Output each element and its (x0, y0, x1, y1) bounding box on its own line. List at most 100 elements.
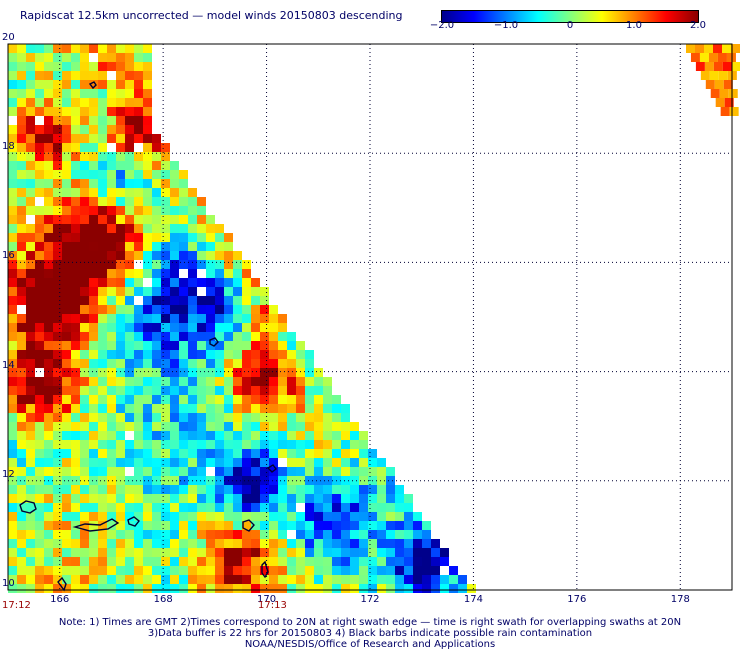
data-cell (62, 404, 71, 413)
data-cell (170, 179, 179, 188)
data-cell (89, 161, 98, 170)
data-cell (17, 458, 26, 467)
data-cell (62, 89, 71, 98)
data-cell (278, 332, 287, 341)
data-cell (260, 287, 269, 296)
data-cell (197, 224, 206, 233)
data-cell (224, 269, 233, 278)
data-cell (260, 503, 269, 512)
data-cell (17, 89, 26, 98)
data-cell (116, 44, 125, 53)
data-cell (170, 584, 179, 593)
data-cell (26, 584, 35, 593)
data-cell (17, 332, 26, 341)
data-cell (260, 566, 269, 575)
data-cell (89, 404, 98, 413)
data-cell (53, 152, 62, 161)
data-cell (224, 575, 233, 584)
data-cell (62, 197, 71, 206)
data-cell (377, 503, 386, 512)
data-cell (89, 233, 98, 242)
data-cell (260, 467, 269, 476)
data-cell (107, 449, 116, 458)
colorbar-tick: −2.0 (429, 20, 455, 31)
data-cell (152, 179, 161, 188)
data-cell (323, 557, 332, 566)
data-cell (722, 62, 732, 71)
data-cell (188, 188, 197, 197)
data-cell (224, 584, 233, 593)
data-cell (17, 179, 26, 188)
data-cell (449, 566, 458, 575)
data-cell (62, 251, 71, 260)
data-cell (98, 341, 107, 350)
data-cell (107, 296, 116, 305)
data-cell (53, 206, 62, 215)
data-cell (89, 530, 98, 539)
data-cell (332, 539, 341, 548)
data-cell (341, 521, 350, 530)
data-cell (98, 62, 107, 71)
data-cell (53, 215, 62, 224)
data-cell (161, 197, 170, 206)
data-cell (377, 485, 386, 494)
data-cell (107, 89, 116, 98)
data-cell (125, 53, 134, 62)
data-cell (269, 521, 278, 530)
data-cell (161, 188, 170, 197)
data-cell (296, 386, 305, 395)
data-cell (80, 296, 89, 305)
data-cell (71, 125, 80, 134)
data-cell (107, 413, 116, 422)
data-cell (278, 440, 287, 449)
data-cell (98, 152, 107, 161)
data-cell (17, 413, 26, 422)
data-cell (170, 224, 179, 233)
data-cell (206, 332, 215, 341)
data-cell (215, 467, 224, 476)
data-cell (8, 224, 17, 233)
data-cell (53, 116, 62, 125)
data-cell (278, 512, 287, 521)
data-cell (17, 242, 26, 251)
data-cell (233, 440, 242, 449)
data-cell (107, 305, 116, 314)
data-cell (26, 161, 35, 170)
data-cell (71, 89, 80, 98)
data-cell (233, 530, 242, 539)
data-cell (215, 332, 224, 341)
data-cell (89, 368, 98, 377)
footnote-line-2: 3)Data buffer is 22 hrs for 20150803 4) … (147, 628, 593, 639)
data-cell (206, 404, 215, 413)
data-cell (161, 296, 170, 305)
data-cell (8, 332, 17, 341)
data-cell (98, 134, 107, 143)
data-cell (71, 215, 80, 224)
data-cell (260, 458, 269, 467)
data-cell (143, 386, 152, 395)
data-cell (197, 314, 206, 323)
data-cell (62, 170, 71, 179)
data-cell (287, 413, 296, 422)
data-cell (116, 494, 125, 503)
data-cell (206, 296, 215, 305)
data-cell (305, 440, 314, 449)
data-cell (287, 341, 296, 350)
data-cell (35, 521, 44, 530)
data-cell (71, 287, 80, 296)
data-cell (107, 314, 116, 323)
data-cell (296, 440, 305, 449)
data-cell (17, 98, 26, 107)
data-cell (377, 467, 386, 476)
data-cell (731, 44, 740, 53)
data-cell (413, 566, 422, 575)
data-cell (323, 422, 332, 431)
data-cell (44, 287, 53, 296)
data-cell (71, 98, 80, 107)
data-cell (278, 395, 287, 404)
data-cell (107, 341, 116, 350)
data-cell (17, 557, 26, 566)
data-cell (152, 386, 161, 395)
data-cells (8, 44, 740, 593)
data-cell (98, 251, 107, 260)
